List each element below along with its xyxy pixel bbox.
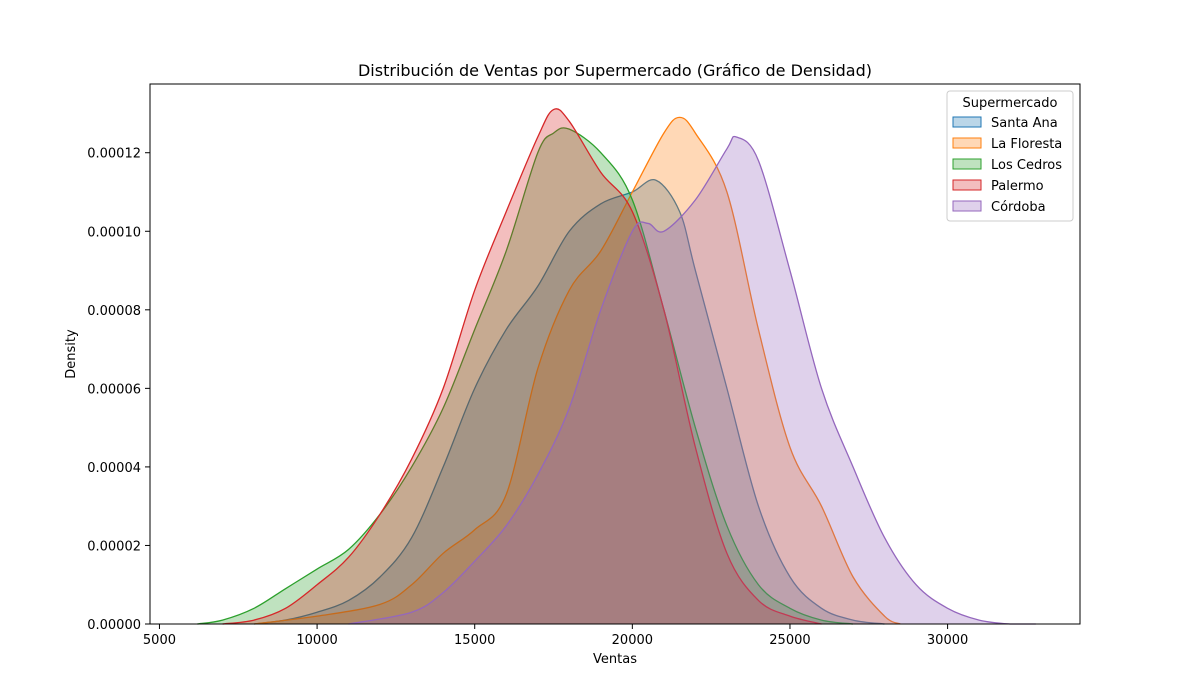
density-line-la-floresta: [253, 116, 901, 625]
y-tick-label: 0.00010: [87, 225, 141, 240]
legend-label-santa-ana: Santa Ana: [991, 116, 1058, 131]
legend-title: Supermercado: [963, 96, 1058, 111]
density-area-palermo: [222, 108, 822, 625]
density-line-palermo: [222, 108, 822, 625]
x-tick-label: 10000: [296, 633, 337, 648]
legend-label-palermo: Palermo: [991, 179, 1044, 194]
legend-swatch-santa-ana: [952, 116, 982, 128]
x-tick-label: 15000: [454, 633, 495, 648]
legend-swatch-palermo: [952, 179, 982, 191]
density-line-los-cedros: [197, 127, 854, 625]
y-tick-label: 0.00000: [87, 618, 141, 633]
density-area-santa-ana: [254, 179, 885, 624]
y-tick-label: 0.00006: [87, 382, 141, 397]
legend-label-los-cedros: Los Cedros: [991, 158, 1062, 173]
y-tick-label: 0.00004: [87, 461, 141, 476]
density-areas: [197, 108, 1036, 625]
y-tick-label: 0.00008: [87, 304, 141, 319]
x-axis: 5000 10000 15000 20000 25000 30000: [143, 624, 968, 648]
legend: Supermercado Santa Ana La Floresta Los Ced…: [946, 90, 1074, 222]
density-line-santa-ana: [253, 178, 885, 625]
x-tick-label: 5000: [143, 633, 176, 648]
y-axis-label: Density: [64, 329, 79, 379]
plot-frame: [149, 83, 1081, 625]
x-axis-label: Ventas: [593, 652, 637, 667]
density-line-cordoba: [348, 135, 1036, 625]
legend-swatch-cordoba: [952, 200, 982, 212]
density-area-la-floresta: [254, 117, 901, 624]
y-axis: 0.00000 0.00002 0.00004 0.00006 0.00008 0.000…: [87, 147, 150, 633]
density-area-los-cedros: [197, 127, 854, 625]
x-tick-label: 20000: [612, 633, 653, 648]
legend-box: [946, 90, 1074, 222]
y-tick-label: 0.00002: [87, 539, 141, 554]
x-tick-label: 25000: [769, 633, 810, 648]
density-area-cordoba: [348, 136, 1036, 624]
legend-label-la-floresta: La Floresta: [991, 137, 1062, 152]
y-tick-label: 0.00012: [87, 147, 141, 162]
chart-title: Distribución de Ventas por Supermercado …: [358, 61, 872, 80]
legend-label-cordoba: Córdoba: [991, 200, 1046, 215]
legend-swatch-la-floresta: [952, 137, 982, 149]
legend-swatch-los-cedros: [952, 158, 982, 170]
x-tick-label: 30000: [927, 633, 968, 648]
